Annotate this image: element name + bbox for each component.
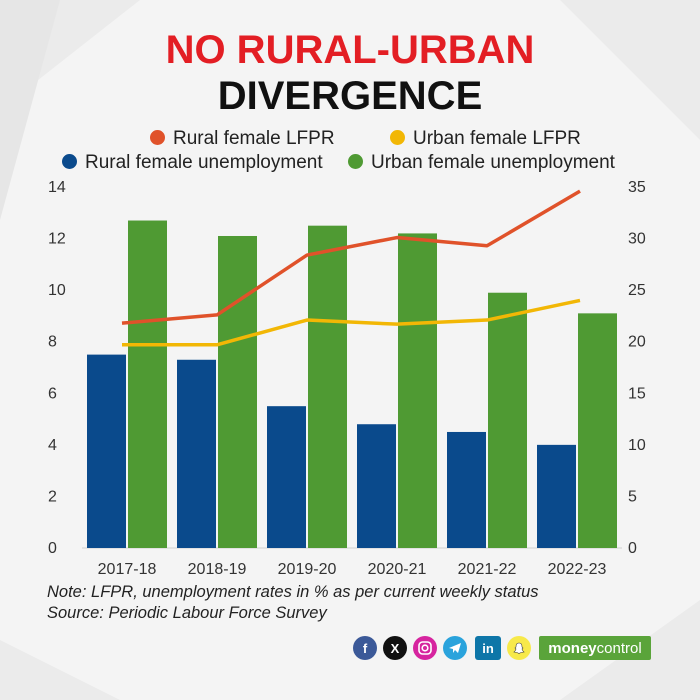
brand-part2: control <box>596 639 642 657</box>
linkedin-icon[interactable]: in <box>475 636 501 660</box>
y-right-tick-label: 25 <box>628 282 646 299</box>
y-right-tick-label: 15 <box>628 385 646 402</box>
y-left-tick-label: 14 <box>48 179 66 196</box>
y-right-tick-label: 35 <box>628 179 646 196</box>
legend-label: Urban female LFPR <box>413 128 581 149</box>
legend-label: Rural female unemployment <box>85 152 323 173</box>
y-left-tick-label: 4 <box>48 437 57 454</box>
y-left-tick-label: 6 <box>48 385 57 402</box>
x-tick-label: 2021-22 <box>458 561 517 578</box>
y-right-tick-label: 5 <box>628 488 637 505</box>
legend-item-rural-unemployment: Rural female unemployment <box>62 152 323 174</box>
x-tick-label: 2018-19 <box>188 561 247 578</box>
telegram-icon[interactable] <box>443 636 467 660</box>
legend-swatch-rural-unemployment <box>62 154 77 169</box>
facebook-icon[interactable]: f <box>353 636 377 660</box>
y-right-tick-label: 0 <box>628 540 637 557</box>
moneycontrol-logo[interactable]: money control <box>539 636 651 660</box>
x-tick-label: 2019-20 <box>278 561 337 578</box>
line-urban-female-lfpr <box>122 298 581 347</box>
instagram-icon[interactable] <box>413 636 437 660</box>
bar-rural-female-unemployment <box>447 431 486 548</box>
bar-rural-female-unemployment <box>177 359 216 548</box>
bar-rural-female-unemployment <box>87 354 126 548</box>
y-left-tick-label: 12 <box>48 231 66 248</box>
x-tick-label: 2022-23 <box>548 561 607 578</box>
brand-part1: money <box>548 639 597 657</box>
legend-label: Rural female LFPR <box>173 128 335 149</box>
y-left-tick-label: 10 <box>48 282 66 299</box>
bar-urban-female-unemployment <box>578 313 617 548</box>
note-text: Note: LFPR, unemployment rates in % as p… <box>47 583 539 601</box>
y-left-tick-label: 8 <box>48 334 57 351</box>
bar-rural-female-unemployment <box>537 444 576 548</box>
legend-item-urban-unemployment: Urban female unemployment <box>348 152 615 174</box>
legend-swatch-rural-lfpr <box>150 130 165 145</box>
legend-item-rural-lfpr: Rural female LFPR <box>150 128 335 150</box>
y-right-tick-label: 30 <box>628 231 646 248</box>
legend-swatch-urban-lfpr <box>390 130 405 145</box>
source-text: Source: Periodic Labour Force Survey <box>47 604 327 622</box>
bar-rural-female-unemployment <box>267 406 306 548</box>
y-right-tick-label: 20 <box>628 334 646 351</box>
x-icon[interactable]: X <box>383 636 407 660</box>
legend-label: Urban female unemployment <box>371 152 615 173</box>
bar-rural-female-unemployment <box>357 424 396 548</box>
bar-urban-female-unemployment <box>128 220 167 548</box>
x-tick-label: 2017-18 <box>98 561 157 578</box>
snapchat-icon[interactable] <box>507 636 531 660</box>
line-rural-female-lfpr <box>121 189 581 325</box>
y-left-tick-label: 0 <box>48 540 57 557</box>
bar-urban-female-unemployment <box>488 292 527 548</box>
chart-title-line2: DIVERGENCE <box>217 74 483 118</box>
bar-urban-female-unemployment <box>218 235 257 548</box>
y-right-tick-label: 10 <box>628 437 646 454</box>
legend-swatch-urban-unemployment <box>348 154 363 169</box>
chart-title-line1: NO RURAL-URBAN <box>165 28 535 72</box>
y-left-tick-label: 2 <box>48 488 57 505</box>
bar-urban-female-unemployment <box>398 233 437 548</box>
legend-item-urban-lfpr: Urban female LFPR <box>390 128 581 150</box>
x-tick-label: 2020-21 <box>368 561 427 578</box>
bar-urban-female-unemployment <box>308 225 347 548</box>
